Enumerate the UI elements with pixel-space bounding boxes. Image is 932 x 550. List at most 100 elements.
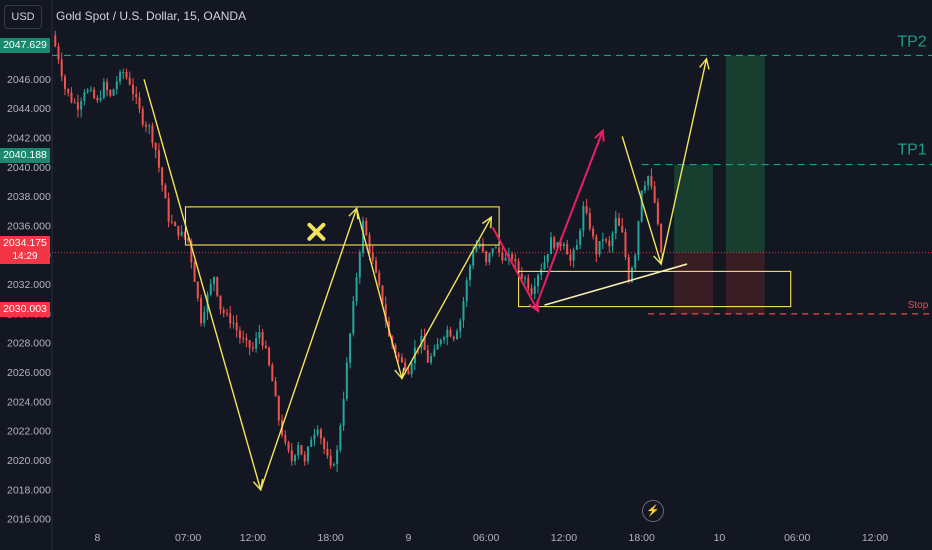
candle-body <box>553 237 556 248</box>
candle-body <box>284 435 287 443</box>
candle-body <box>294 455 297 462</box>
candle-body <box>637 221 640 256</box>
candle-body <box>141 108 144 125</box>
candle-body <box>501 252 504 261</box>
resistance-zone <box>184 206 500 246</box>
candle-body <box>119 72 122 82</box>
candle-body <box>611 233 614 247</box>
candle-body <box>527 277 530 289</box>
candle-body <box>365 220 368 236</box>
candle-body <box>485 251 488 263</box>
candle-body <box>102 81 105 98</box>
candle-body <box>520 273 523 279</box>
x-tick-label: 12:00 <box>240 532 266 544</box>
current-price-tag: 2034.175 14:29 <box>0 236 50 264</box>
candle-body <box>468 265 471 281</box>
candle-body <box>274 381 277 397</box>
y-tick-label: 2040.000 <box>7 162 51 174</box>
candle-body <box>138 97 141 109</box>
candle-body <box>436 343 439 350</box>
x-tick-label: 8 <box>94 532 100 544</box>
candle-body <box>268 347 271 366</box>
candle-body <box>358 252 361 278</box>
candle-body <box>229 313 232 324</box>
candle-body <box>180 231 183 236</box>
candle-body <box>200 298 203 324</box>
candle-body <box>219 295 222 310</box>
candle-body <box>183 231 186 238</box>
y-tick-label: 2028.000 <box>7 338 51 350</box>
candle-body <box>575 245 578 250</box>
candle-body <box>54 35 57 47</box>
candle-body <box>562 243 565 246</box>
tp2-label: TP2 <box>897 33 926 50</box>
y-tick-label: 2018.000 <box>7 484 51 496</box>
y-tick-label: 2020.000 <box>7 455 51 467</box>
stop-price-tag: 2030.003 <box>0 302 50 317</box>
candle-body <box>579 230 582 246</box>
candle-body <box>426 349 429 363</box>
candle-body <box>297 445 300 456</box>
candle-body <box>264 345 267 348</box>
stop-zone-2 <box>725 252 765 314</box>
candle-body <box>446 329 449 338</box>
x-tick-label: 18:00 <box>629 532 655 544</box>
stop-label: Stop <box>908 300 929 311</box>
candle-body <box>161 167 164 186</box>
candle-body <box>660 223 663 253</box>
x-tick-label: 06:00 <box>784 532 810 544</box>
rising-trendline <box>544 263 688 306</box>
y-tick-label: 2042.000 <box>7 132 51 144</box>
candle-body <box>504 257 507 261</box>
candle-body <box>400 357 403 363</box>
candle-body <box>319 429 322 439</box>
y-tick-label: 2046.000 <box>7 74 51 86</box>
y-tick-label: 2016.000 <box>7 514 51 526</box>
candle-body <box>498 247 501 253</box>
candle-body <box>647 176 650 186</box>
tp1-price-tag: 2040.188 <box>0 148 50 163</box>
candle-body <box>566 243 569 255</box>
currency-selector[interactable]: USD <box>4 5 42 29</box>
candle-body <box>310 439 313 447</box>
candle-body <box>193 262 196 282</box>
candle-body <box>212 277 216 285</box>
candle-body <box>261 332 264 346</box>
candle-body <box>368 235 371 253</box>
candle-body <box>397 353 400 358</box>
candle-body <box>530 288 533 295</box>
candle-body <box>549 237 552 255</box>
candle-body <box>491 248 494 254</box>
candle-body <box>514 259 517 262</box>
candle-body <box>109 90 112 96</box>
candle-body <box>287 442 290 451</box>
x-tick-label: 9 <box>405 532 411 544</box>
candle-body <box>627 257 630 282</box>
magenta-arrow-path-1 <box>491 226 539 312</box>
magenta-arrow-path-2 <box>534 130 604 309</box>
candle-body <box>67 88 70 93</box>
candle-body <box>394 345 397 354</box>
candle-body <box>76 102 79 110</box>
tp1-label: TP1 <box>897 142 926 159</box>
candle-body <box>559 242 562 246</box>
y-tick-label: 2038.000 <box>7 191 51 203</box>
yellow-swing-arrowhead <box>348 206 359 220</box>
y-tick-label: 2026.000 <box>7 367 51 379</box>
candle-body <box>99 97 102 101</box>
candle-body <box>569 254 572 261</box>
candle-body <box>517 261 520 274</box>
stop-zone-1 <box>674 252 713 314</box>
candle-body <box>656 202 659 224</box>
candle-body <box>650 176 653 187</box>
candle-body <box>381 285 384 305</box>
candle-body <box>277 396 280 421</box>
flash-icon[interactable]: ⚡ <box>642 500 664 522</box>
candle-body <box>148 125 151 127</box>
x-tick-label: 12:00 <box>551 532 577 544</box>
candle-body <box>131 84 135 94</box>
candle-body <box>475 246 478 252</box>
candle-body <box>352 301 355 334</box>
candle-body <box>154 143 157 151</box>
